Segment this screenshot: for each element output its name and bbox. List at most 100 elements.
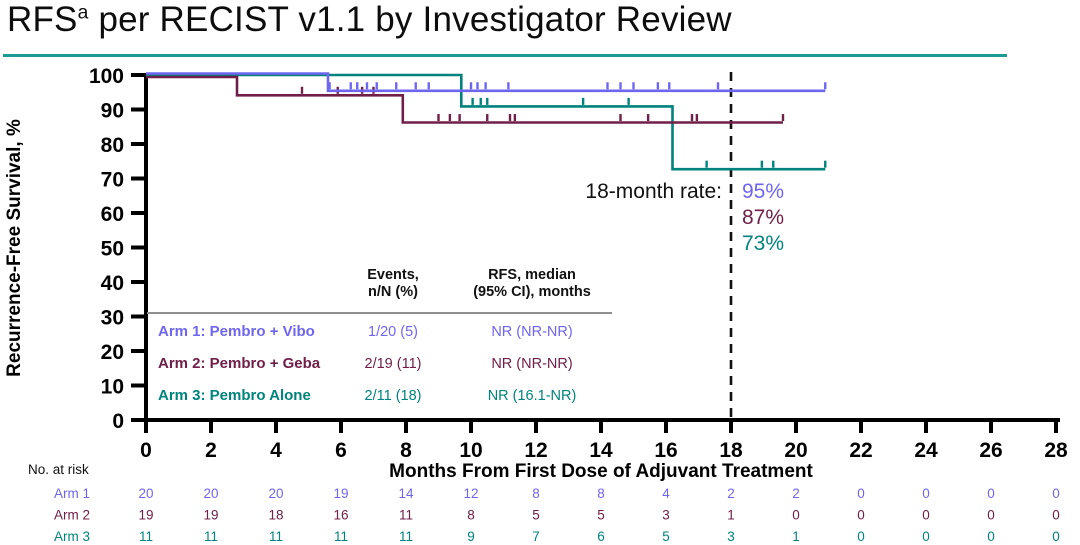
x-tick-label: 12: [524, 439, 547, 462]
risk-value: 0: [857, 529, 865, 544]
risk-value: 0: [1052, 508, 1060, 523]
annotation-value-arm-1: 95%: [742, 180, 784, 203]
risk-value: 5: [597, 508, 605, 523]
risk-value: 9: [467, 529, 475, 544]
risk-row-name-arm-2: Arm 2: [54, 508, 90, 523]
x-tick-label: 16: [654, 439, 677, 462]
summary-row-label-arm-3: Arm 3: Pembro Alone: [158, 387, 311, 404]
y-tick-label: 40: [101, 272, 124, 295]
risk-value: 20: [268, 486, 283, 501]
x-tick-label: 18: [719, 439, 743, 462]
y-tick-label: 30: [101, 307, 124, 330]
km-curve-arm-3: [146, 73, 826, 171]
risk-value: 0: [922, 508, 930, 523]
risk-value: 2: [727, 486, 735, 501]
summary-col-header: RFS, median: [488, 267, 576, 283]
risk-value: 11: [399, 508, 413, 523]
risk-value: 0: [987, 486, 995, 501]
risk-value: 11: [204, 529, 218, 544]
summary-col-header: n/N (%): [368, 284, 418, 300]
x-tick-label: 20: [784, 439, 807, 462]
x-tick-label: 6: [335, 439, 347, 462]
risk-table-label: No. at risk: [28, 462, 89, 477]
risk-value: 19: [203, 508, 218, 523]
y-tick-label: 70: [101, 169, 124, 192]
risk-value: 4: [662, 486, 670, 501]
x-tick-label: 28: [1044, 439, 1068, 462]
x-tick-label: 22: [849, 439, 872, 462]
risk-value: 11: [334, 529, 348, 544]
y-axis-title: Recurrence-Free Survival, %: [4, 119, 25, 377]
risk-value: 0: [857, 486, 865, 501]
risk-value: 0: [792, 508, 800, 523]
risk-value: 2: [792, 486, 800, 501]
risk-value: 0: [922, 486, 930, 501]
title-rest: per RECIST v1.1 by Investigator Review: [88, 0, 732, 39]
risk-value: 7: [532, 529, 540, 544]
summary-col-header: (95% CI), months: [473, 284, 591, 300]
summary-row-label-arm-2: Arm 2: Pembro + Geba: [158, 355, 321, 372]
summary-row-events-arm-1: 1/20 (5): [368, 324, 418, 340]
annotation-value-arm-2: 87%: [742, 206, 784, 229]
summary-row-median-arm-1: NR (NR-NR): [491, 324, 572, 340]
title-prefix: RFS: [7, 0, 78, 39]
x-tick-label: 24: [914, 439, 938, 462]
risk-value: 0: [857, 508, 865, 523]
y-tick-label: 60: [101, 203, 124, 226]
x-tick-label: 26: [979, 439, 1002, 462]
title-underline: [3, 54, 1007, 57]
risk-value: 14: [398, 486, 414, 501]
x-tick-label: 14: [589, 439, 613, 462]
annotation-label: 18-month rate:: [585, 180, 722, 203]
risk-value: 20: [138, 486, 153, 501]
risk-row-name-arm-3: Arm 3: [54, 529, 90, 544]
km-curve-arm-1: [146, 72, 826, 93]
y-tick-label: 0: [112, 410, 124, 433]
x-tick-label: 0: [140, 439, 152, 462]
x-tick-label: 10: [459, 439, 482, 462]
y-tick-label: 50: [101, 238, 124, 261]
x-axis-title: Months From First Dose of Adjuvant Treat…: [389, 461, 813, 482]
y-tick-label: 100: [89, 65, 124, 88]
risk-value: 8: [597, 486, 605, 501]
y-tick-label: 10: [101, 376, 124, 399]
risk-value: 8: [532, 486, 540, 501]
risk-value: 5: [532, 508, 540, 523]
title-superscript: a: [77, 2, 89, 24]
y-tick-label: 90: [101, 100, 124, 123]
risk-value: 8: [467, 508, 475, 523]
risk-row-name-arm-1: Arm 1: [54, 486, 90, 501]
y-tick-label: 80: [101, 134, 124, 157]
risk-value: 16: [333, 508, 348, 523]
risk-value: 12: [463, 486, 478, 501]
risk-value: 11: [139, 529, 153, 544]
risk-value: 1: [792, 529, 800, 544]
risk-value: 0: [922, 529, 930, 544]
x-tick-label: 2: [205, 439, 217, 462]
risk-value: 11: [399, 529, 413, 544]
risk-value: 3: [662, 508, 670, 523]
risk-value: 19: [333, 486, 348, 501]
summary-col-header: Events,: [367, 267, 419, 283]
summary-row-events-arm-2: 2/19 (11): [365, 356, 422, 372]
risk-value: 0: [987, 508, 995, 523]
x-tick-label: 8: [400, 439, 412, 462]
page-title: RFSa per RECIST v1.1 by Investigator Rev…: [7, 0, 732, 40]
summary-row-label-arm-1: Arm 1: Pembro + Vibo: [158, 323, 315, 340]
risk-value: 18: [268, 508, 283, 523]
summary-row-median-arm-3: NR (16.1-NR): [488, 388, 577, 404]
risk-value: 0: [1052, 486, 1060, 501]
risk-value: 6: [597, 529, 605, 544]
risk-value: 20: [203, 486, 218, 501]
risk-value: 1: [727, 508, 735, 523]
km-curve-arm-2: [146, 75, 783, 124]
summary-row-median-arm-2: NR (NR-NR): [491, 356, 572, 372]
annotation-value-arm-3: 73%: [742, 232, 784, 255]
risk-value: 5: [662, 529, 670, 544]
risk-value: 19: [138, 508, 153, 523]
risk-value: 11: [269, 529, 283, 544]
risk-value: 0: [1052, 529, 1060, 544]
summary-row-events-arm-3: 2/11 (18): [365, 388, 422, 404]
